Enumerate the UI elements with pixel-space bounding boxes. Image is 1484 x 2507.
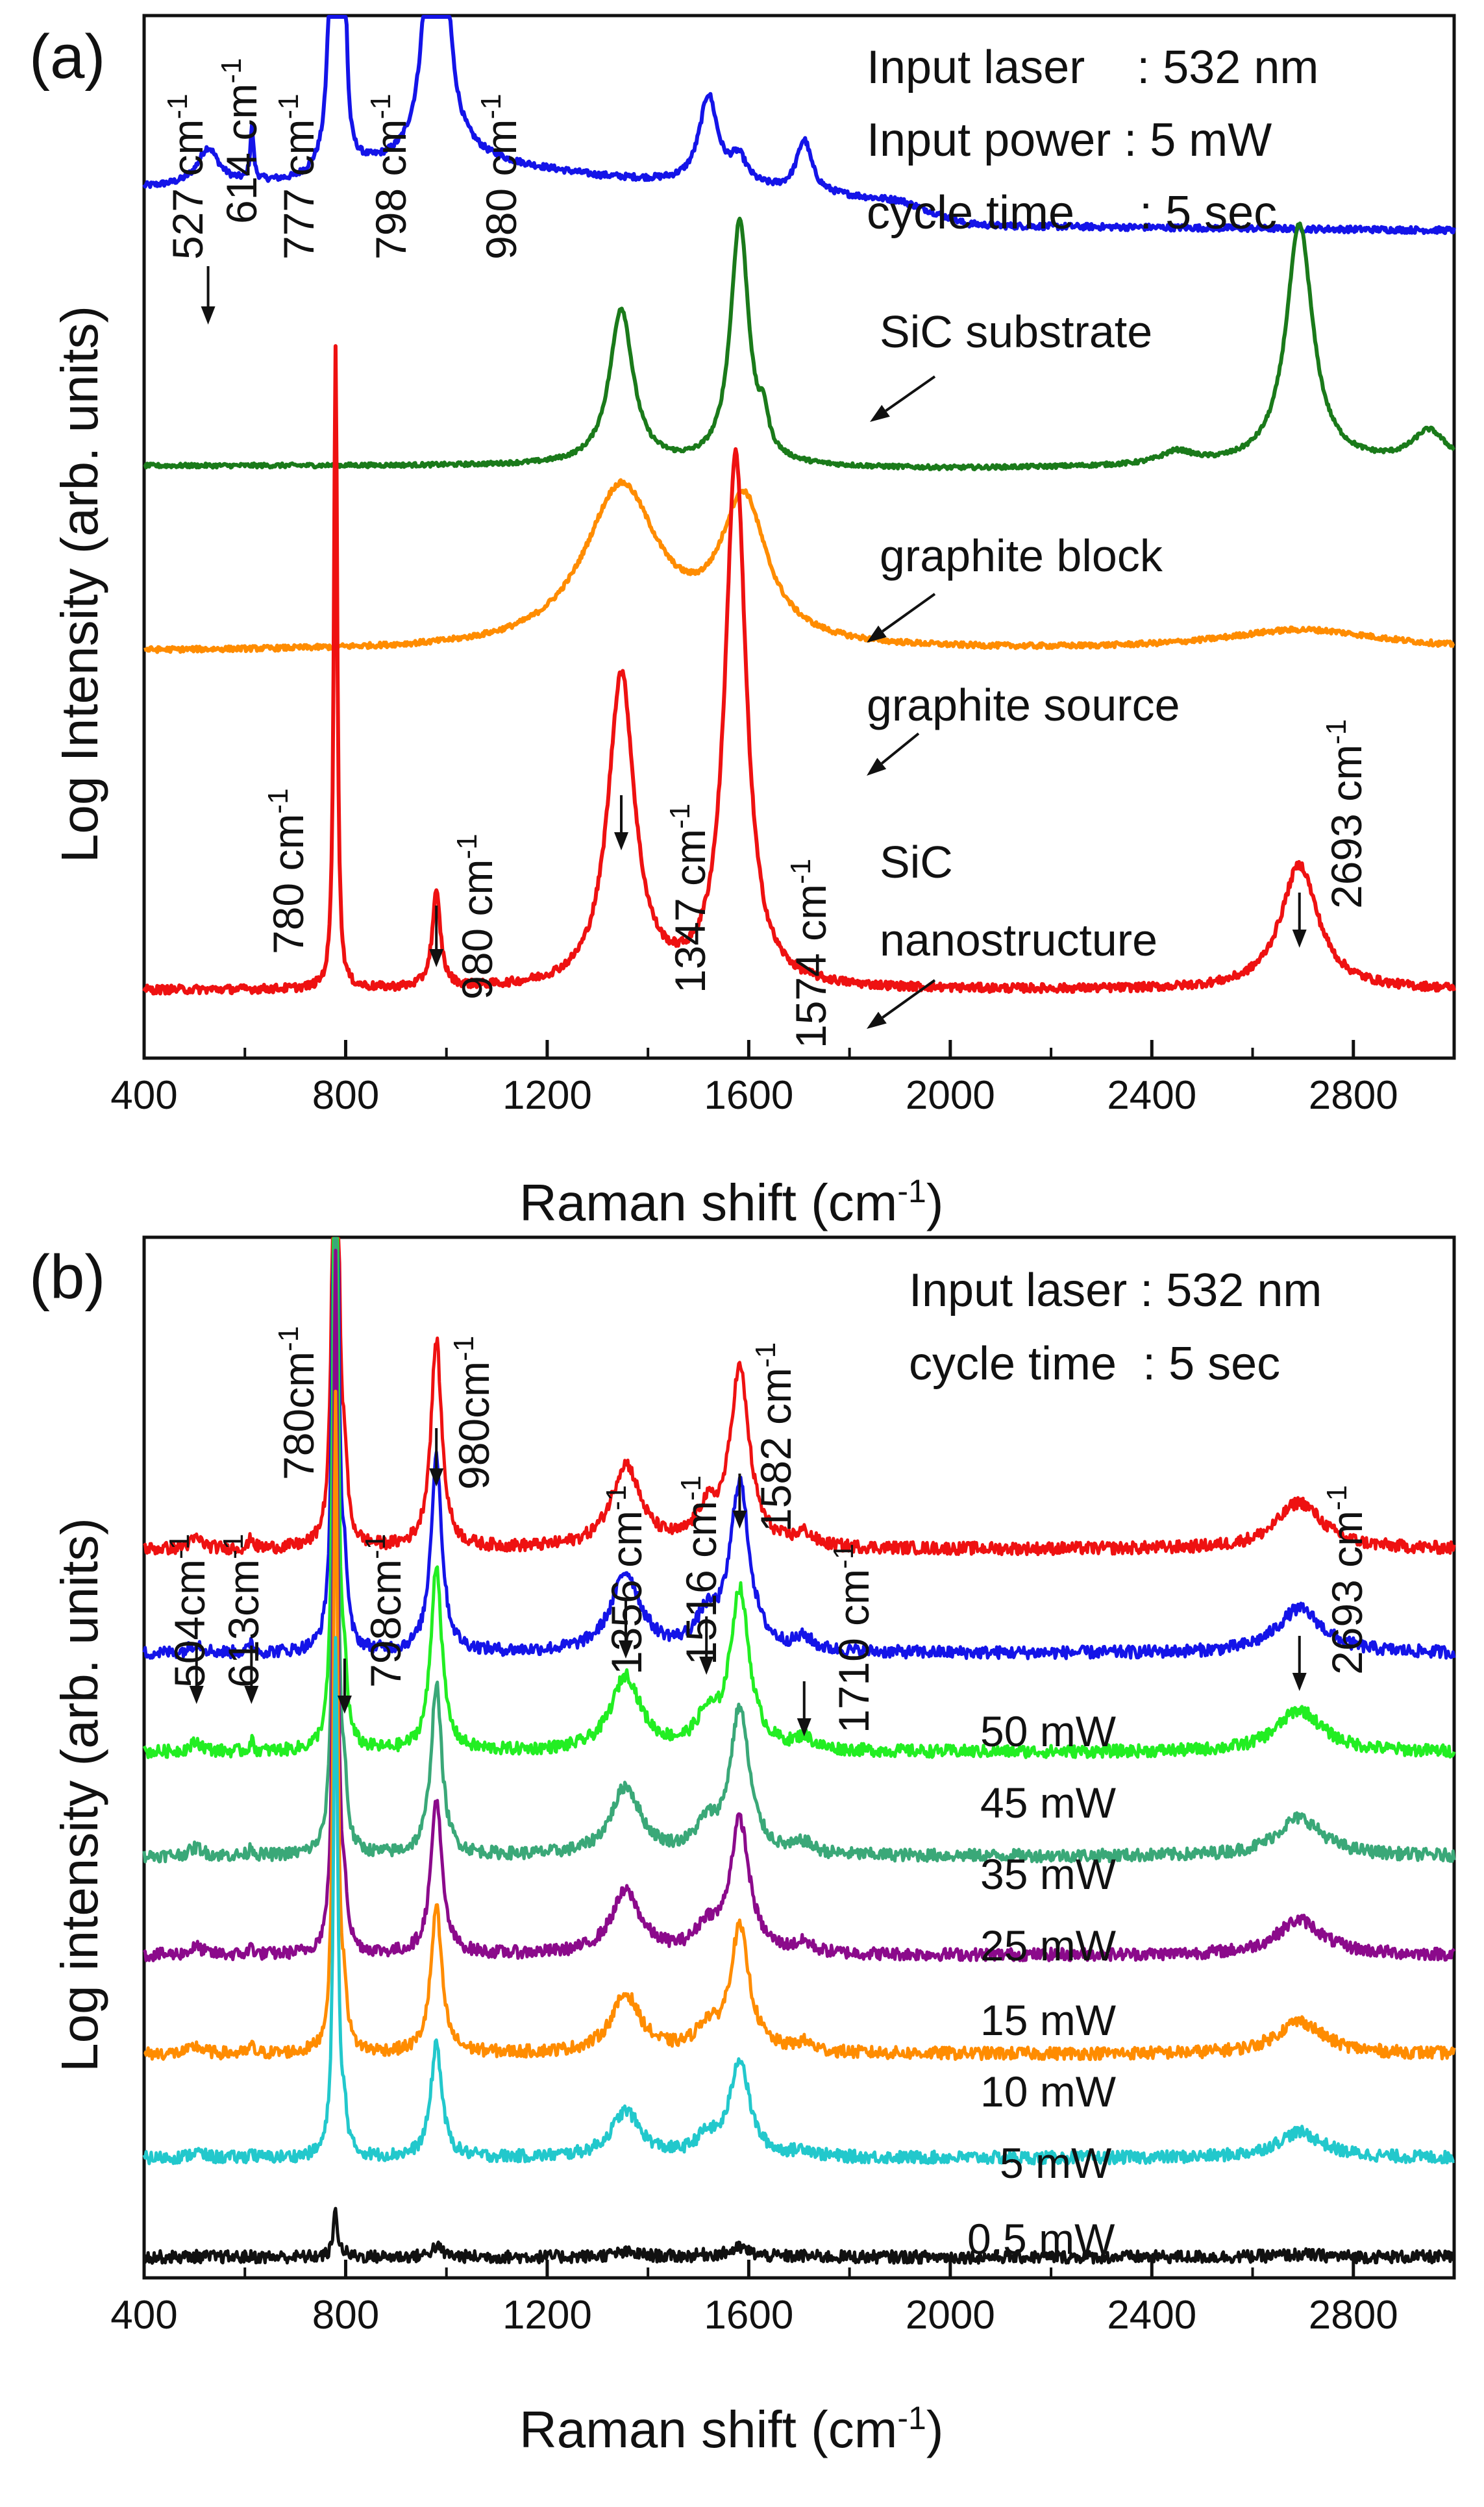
panel-b-series-line [142, 1636, 1455, 2166]
panel-a-x-ticks: 400 800 1200 1600 2000 2400 2800 [110, 1040, 1398, 1118]
power-label-0-5mw: 0.5 mW [967, 2215, 1115, 2263]
peak-label-a-980-nano: 980 cm-1 [451, 834, 502, 1000]
arrow-a-graphite-source [867, 732, 920, 776]
peak-label-b-798: 798cm-1 [360, 1534, 410, 1688]
series-label-sic-nanostructure-line2: nanostructure [880, 915, 1157, 965]
panel-b-info-cycle: cycle time : 5 sec [909, 1338, 1280, 1390]
series-label-graphite-block: graphite block [880, 530, 1163, 581]
panel-b-series-line [142, 1237, 1456, 1661]
panel-a: (a) 400 800 1200 1600 2000 2400 2800 Raman shi… [29, 14, 1456, 1231]
panel-b-curves [142, 1237, 1456, 2265]
arrow-a-980 [429, 906, 444, 967]
series-label-graphite-source: graphite source [867, 680, 1180, 730]
panel-a-series-line [143, 216, 1456, 472]
arrow-a-sic-nanostructure [867, 979, 936, 1029]
arrow-b-1356 [619, 1600, 634, 1659]
peak-label-b-2693: 2693 cm-1 [1321, 1485, 1372, 1675]
panel-b-x-axis-title: Raman shift (cm-1) [519, 2400, 943, 2458]
arrow-b-1582 [732, 1474, 747, 1529]
peak-label-a-980: 980 cm-1 [475, 93, 526, 260]
arrow-b-613 [244, 1646, 259, 1704]
power-label-45mw: 45 mW [980, 1779, 1117, 1827]
panel-a-info-laser: Input laser : 532 nm [867, 42, 1318, 93]
peak-label-a-2693: 2693 cm-1 [1320, 719, 1371, 909]
panel-a-y-axis-title: Log Intensity (arb. units) [51, 306, 108, 863]
peak-label-b-1710: 1710 cm-1 [828, 1544, 878, 1733]
panel-b-x-tick-label: 400 [110, 2293, 177, 2338]
series-label-sic-nanostructure-line1: SiC [880, 837, 953, 887]
panel-a-series-line [143, 478, 1455, 654]
power-label-5mw: 5 mW [1000, 2139, 1112, 2187]
panel-a-tag: (a) [29, 22, 105, 92]
panel-a-arrows [201, 266, 1307, 1029]
panel-a-curves [142, 15, 1456, 996]
peak-label-a-780: 780 cm-1 [262, 788, 313, 954]
panel-a-x-tick-label: 2400 [1107, 1073, 1196, 1118]
panel-b-series-line [142, 1237, 1456, 1759]
panel-b-y-axis-title: Log intensity (arb. units) [51, 1518, 108, 2072]
panel-b-x-tick-label: 1200 [502, 2293, 592, 2338]
panel-b-series-line [142, 1237, 1456, 1864]
panel-b-series-line [142, 1248, 1456, 1962]
panel-a-x-tick-label: 1200 [502, 1073, 592, 1118]
panel-a-series-line [142, 344, 1456, 996]
arrow-b-980 [429, 1428, 444, 1487]
panel-b-info-laser: Input laser : 532 nm [909, 1265, 1322, 1316]
peak-label-a-1574: 1574 cm-1 [785, 859, 835, 1048]
panel-b-series-line [143, 1237, 1456, 1557]
panel-b-x-tick-label: 800 [312, 2293, 379, 2338]
panel-a-x-tick-label: 2000 [906, 1073, 995, 1118]
arrow-b-504 [189, 1646, 204, 1704]
panel-b-x-tick-label: 2800 [1309, 2293, 1398, 2338]
panel-b-series-line [142, 2206, 1456, 2265]
panel-b-x-tick-label: 1600 [704, 2293, 793, 2338]
panel-a-x-tick-label: 2800 [1309, 1073, 1398, 1118]
panel-a-info-cycle: cycle time : 5 sec [867, 187, 1277, 239]
power-label-50mw: 50 mW [980, 1707, 1117, 1755]
panel-a-x-tick-label: 800 [312, 1073, 379, 1118]
power-label-10mw: 10 mW [980, 2068, 1117, 2116]
arrow-b-2693 [1292, 1636, 1307, 1691]
panel-b: (b) 400 800 1200 1600 2000 2400 2800 Raman shi… [29, 1235, 1456, 2458]
peak-label-a-527: 527 cm-1 [162, 93, 212, 260]
peak-label-b-1582: 1582 cm-1 [750, 1342, 800, 1532]
peak-label-a-614: 614 cm-1 [216, 58, 266, 224]
peak-label-b-504: 504cm-1 [164, 1534, 214, 1688]
arrow-a-sic-substrate [870, 375, 936, 422]
panel-a-x-axis-title: Raman shift (cm-1) [519, 1173, 943, 1231]
panel-a-series-line [142, 15, 1456, 236]
peak-label-a-777: 777 cm-1 [273, 93, 323, 260]
panel-a-frame [142, 14, 1456, 1060]
arrow-b-1710 [797, 1681, 811, 1736]
arrow-a-527 [201, 266, 216, 325]
peak-label-b-980: 980cm-1 [448, 1336, 499, 1490]
panel-b-x-tick-label: 2400 [1107, 2293, 1196, 2338]
panel-b-x-ticks: 400 800 1200 1600 2000 2400 2800 [110, 2260, 1398, 2338]
peak-label-a-798: 798 cm-1 [365, 93, 415, 260]
arrow-a-graphite-block [867, 593, 936, 643]
panel-a-x-tick-label: 1600 [704, 1073, 793, 1118]
panel-b-series-line [143, 1389, 1456, 2062]
peak-label-b-1516: 1516 cm-1 [675, 1476, 726, 1665]
panel-b-x-tick-label: 2000 [906, 2293, 995, 2338]
power-label-35mw: 35 mW [980, 1850, 1117, 1898]
power-label-25mw: 25 mW [980, 1921, 1117, 1970]
peak-label-a-1347: 1347 cm-1 [664, 804, 715, 993]
arrow-a-2693 [1292, 893, 1307, 948]
power-label-15mw: 15 mW [980, 1996, 1117, 2044]
series-label-sic-substrate: SiC substrate [880, 306, 1152, 357]
peak-label-b-1356: 1356 cm-1 [600, 1485, 651, 1675]
panel-b-tag: (b) [29, 1242, 105, 1312]
panel-b-frame [142, 1235, 1456, 2280]
peak-label-b-613: 613cm-1 [217, 1534, 268, 1688]
arrow-a-1347 [614, 795, 629, 850]
peak-label-b-780: 780cm-1 [273, 1326, 323, 1480]
arrow-b-798 [337, 1659, 352, 1714]
arrow-b-1516 [699, 1616, 714, 1675]
panel-a-info-power: Input power : 5 mW [867, 114, 1272, 166]
panel-b-arrows [189, 1428, 1307, 1736]
panel-a-x-tick-label: 400 [110, 1073, 177, 1118]
